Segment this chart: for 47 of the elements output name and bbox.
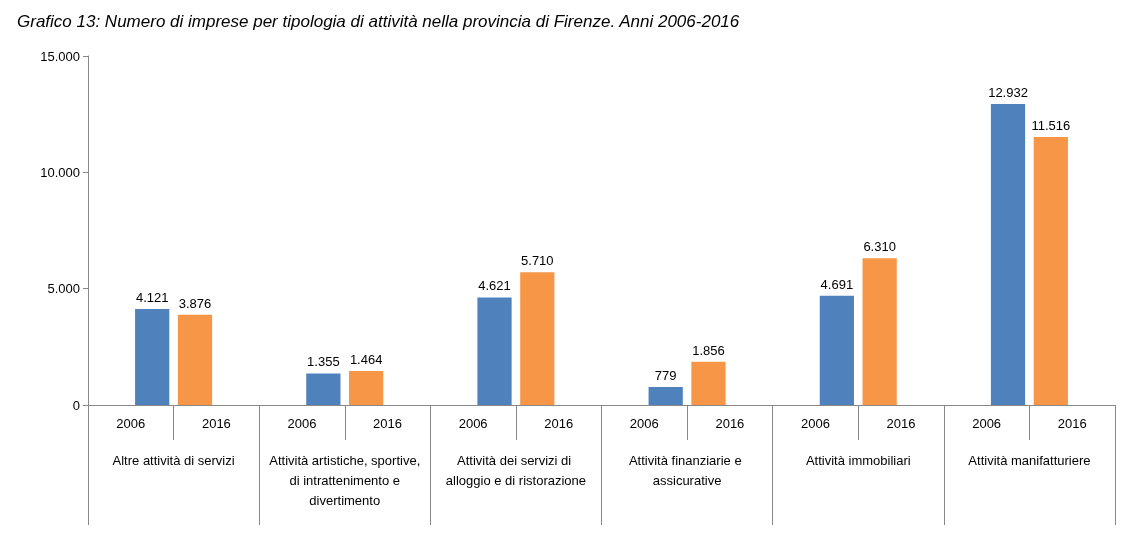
data-label: 4.691	[820, 276, 854, 292]
x-tick-label: Attività artistiche, sportive, di intrattenimento e divertimento	[269, 452, 421, 508]
text: 2016	[544, 416, 574, 431]
data-label: 779	[654, 367, 677, 383]
x-tick-label: Attività immobiliari	[805, 452, 911, 468]
text: 2016	[1057, 416, 1087, 431]
y-tick-label: 15.000	[40, 48, 80, 64]
text: 2006	[972, 416, 1002, 431]
data-label: 5.710	[521, 253, 554, 269]
text: 2016	[715, 416, 745, 431]
text: 2006	[458, 416, 488, 431]
data-label: 12.932	[988, 85, 1028, 101]
x-tick-label: Attività manifatturiere	[968, 452, 1091, 468]
data-label: 3.876	[178, 295, 212, 311]
bar	[306, 373, 341, 405]
y-tick-label: 0	[72, 397, 80, 413]
text: 2016	[886, 416, 916, 431]
y-tick-label: 10.000	[40, 164, 80, 180]
bar	[177, 314, 213, 405]
text: 2006	[629, 416, 659, 431]
bar	[477, 297, 512, 405]
x-tick-label: Attività finanziarie e assicurative	[628, 452, 746, 488]
chart-title: Grafico 13: Numero di imprese per tipologia di attività nella provincia di Firenze. Anni 2006-2016	[17, 12, 740, 31]
bar	[520, 272, 555, 405]
bar	[691, 361, 726, 405]
data-label: 1.464	[349, 351, 383, 367]
x-tick-label: Altre attività di servizi	[112, 452, 235, 468]
bar	[990, 104, 1026, 405]
x-tick-label: Attività dei servizi di alloggio e di ristorazione	[445, 452, 587, 488]
data-label: 4.621	[478, 278, 511, 294]
data-label: 1.856	[692, 342, 725, 358]
text: 2006	[801, 416, 830, 431]
data-label: 11.516	[1031, 118, 1071, 134]
text: 2006	[287, 416, 317, 431]
series-label: 2016	[201, 416, 231, 431]
data-label: 1.355	[307, 354, 340, 370]
series-label: 2006	[116, 416, 146, 431]
bar	[862, 258, 897, 405]
bar	[349, 370, 384, 405]
y-tick-label: 5.000	[47, 281, 80, 297]
data-label: 4.121	[135, 290, 169, 306]
data-label: 6.310	[863, 239, 896, 255]
bar	[1033, 137, 1068, 405]
bar	[648, 386, 683, 405]
text: 2016	[373, 416, 402, 431]
bar	[819, 295, 854, 405]
bar	[135, 309, 170, 405]
